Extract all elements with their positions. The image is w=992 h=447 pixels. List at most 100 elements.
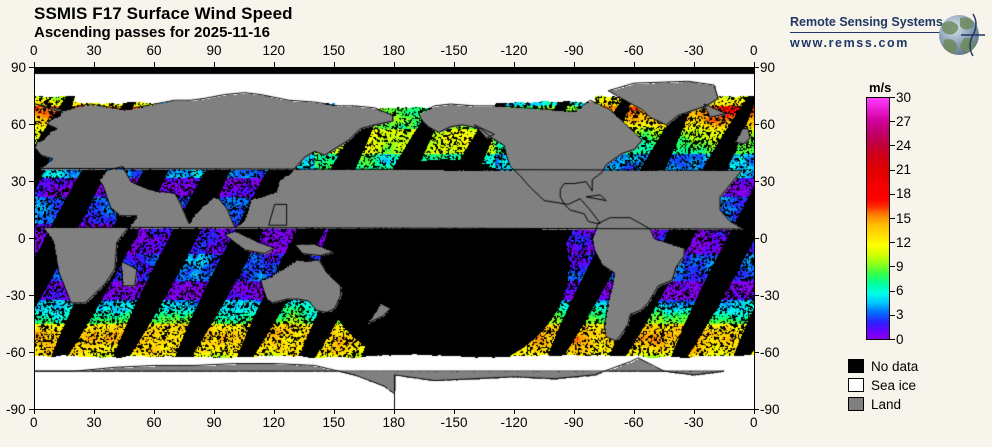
x-axis-label-top: -90 (564, 43, 584, 58)
colorbar-tick (890, 121, 895, 123)
colorbar-tick-label: 9 (896, 258, 904, 274)
tick-x-bottom (694, 409, 695, 414)
x-axis-label-bottom: 150 (322, 415, 346, 430)
tick-x-top (214, 62, 215, 67)
tick-y-left (29, 181, 34, 182)
colorbar-tick-label: 18 (896, 186, 912, 202)
tick-x-top (334, 62, 335, 67)
tick-x-bottom (94, 409, 95, 414)
colorbar-tick (890, 169, 895, 171)
y-axis-label-right: 90 (760, 59, 776, 75)
tick-x-bottom (154, 409, 155, 414)
x-axis-label-bottom: -120 (500, 415, 528, 430)
tick-x-top (394, 62, 395, 67)
logo-divider (790, 32, 942, 33)
x-axis-label-bottom: -60 (624, 415, 644, 430)
tick-y-left (29, 67, 34, 68)
tick-x-bottom (514, 409, 515, 414)
colorbar[interactable] (866, 97, 890, 340)
tick-y-left (29, 238, 34, 239)
y-axis-label-left: 30 (11, 173, 27, 189)
colorbar-tick (890, 242, 895, 244)
legend-swatch-no-data (848, 359, 864, 373)
legend-label-land: Land (871, 396, 902, 412)
x-axis-label-top: -150 (440, 43, 468, 58)
x-axis-label-top: 90 (206, 43, 222, 58)
x-axis-label-bottom: -150 (440, 415, 468, 430)
x-axis-label-bottom: 0 (30, 415, 38, 430)
rss-logo-text: Remote Sensing Systems www.remss.com (790, 15, 943, 50)
tick-y-right (754, 352, 759, 353)
x-axis-label-bottom: -30 (684, 415, 704, 430)
colorbar-tick-label: 24 (896, 137, 912, 153)
page-title: SSMIS F17 Surface Wind Speed (34, 4, 293, 23)
y-axis-label-left: -90 (6, 401, 26, 417)
map-legend: No data Sea ice Land (848, 357, 978, 414)
x-axis-label-bottom: -90 (564, 415, 584, 430)
colorbar-tick (890, 193, 895, 195)
tick-y-right (754, 124, 759, 125)
y-axis-label-right: -30 (760, 287, 780, 303)
y-axis-label-right: 30 (760, 173, 776, 189)
legend-item-sea-ice: Sea ice (848, 376, 978, 394)
colorbar-tick-label: 6 (896, 283, 904, 299)
tick-x-top (94, 62, 95, 67)
tick-x-bottom (34, 409, 35, 414)
y-axis-label-left: 60 (11, 116, 27, 132)
organization-website: www.remss.com (790, 36, 909, 50)
tick-x-top (754, 62, 755, 67)
legend-label-sea-ice: Sea ice (871, 377, 917, 393)
x-axis-label-bottom: 0 (750, 415, 758, 430)
tick-x-top (154, 62, 155, 67)
colorbar-tick (890, 97, 895, 98)
globe-icon (939, 13, 985, 57)
tick-x-bottom (754, 409, 755, 414)
x-axis-label-top: 0 (30, 43, 38, 58)
x-axis-label-bottom: 180 (382, 415, 406, 430)
colorbar-tick (890, 314, 895, 316)
y-axis-label-right: 60 (760, 116, 776, 132)
x-axis-label-bottom: 120 (262, 415, 286, 430)
tick-x-top (454, 62, 455, 67)
colorbar-tick (890, 145, 895, 147)
y-axis-label-left: -60 (6, 344, 26, 360)
tick-x-bottom (334, 409, 335, 414)
x-axis-label-top: 180 (382, 43, 406, 58)
legend-swatch-land (848, 397, 864, 411)
tick-x-bottom (454, 409, 455, 414)
tick-x-top (274, 62, 275, 67)
x-axis-label-top: 30 (86, 43, 102, 58)
legend-item-no-data: No data (848, 357, 978, 375)
x-axis-label-top: -30 (684, 43, 704, 58)
y-axis-label-right: -60 (760, 344, 780, 360)
tick-y-right (754, 238, 759, 239)
x-axis-label-bottom: 30 (86, 415, 102, 430)
legend-item-land: Land (848, 395, 978, 413)
y-axis-label-right: -90 (760, 401, 780, 417)
colorbar-tick-label: 3 (896, 307, 904, 323)
organization-name: Remote Sensing Systems (790, 15, 943, 29)
colorbar-tick-label: 21 (896, 162, 912, 178)
y-axis-label-left: 90 (11, 59, 27, 75)
tick-y-right (754, 181, 759, 182)
x-axis-label-top: -120 (500, 43, 528, 58)
rss-logo[interactable]: Remote Sensing Systems www.remss.com (790, 8, 986, 64)
tick-x-top (574, 62, 575, 67)
x-axis-label-bottom: 60 (146, 415, 162, 430)
tick-x-top (634, 62, 635, 67)
colorbar-tick (890, 290, 895, 292)
legend-label-no-data: No data (871, 358, 919, 374)
wind-speed-map[interactable] (34, 67, 755, 410)
colorbar-tick (890, 218, 895, 219)
tick-x-bottom (394, 409, 395, 414)
y-axis-label-left: 0 (18, 230, 26, 246)
colorbar-tick-label: 15 (896, 210, 912, 226)
x-axis-label-top: 150 (322, 43, 346, 58)
tick-y-right (754, 67, 759, 68)
tick-y-right (754, 409, 759, 410)
colorbar-tick-label: 12 (896, 234, 912, 250)
tick-x-top (514, 62, 515, 67)
colorbar-tick-label: 30 (896, 89, 912, 105)
colorbar-tick (890, 266, 895, 268)
colorbar-tick-label: 0 (896, 331, 904, 347)
